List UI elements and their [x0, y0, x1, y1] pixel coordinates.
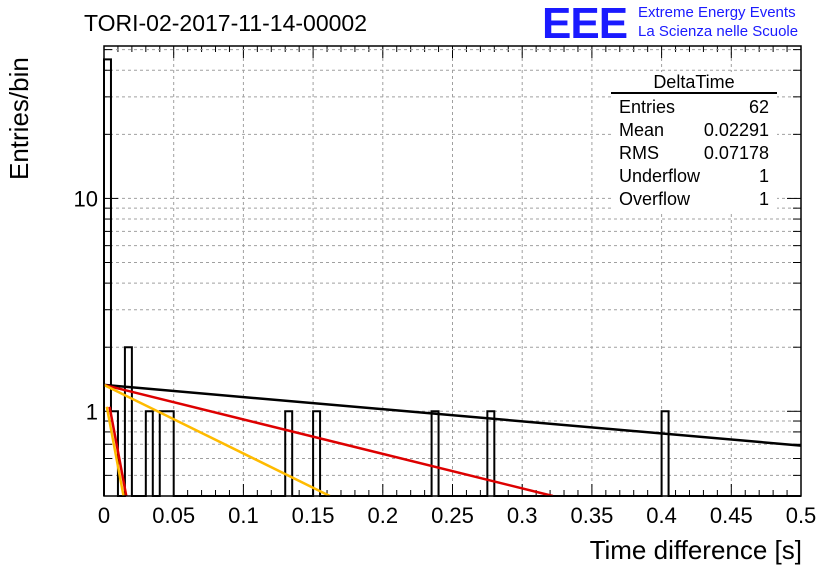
stats-label: Entries: [619, 97, 676, 117]
stats-row-underflow: Underflow 1: [611, 165, 777, 188]
stats-title: DeltaTime: [611, 72, 777, 94]
x-tick-label: 0.4: [646, 503, 677, 528]
fit-line: [108, 406, 128, 496]
stats-row-mean: Mean 0.02291: [611, 119, 777, 142]
histogram-bin: [146, 411, 153, 496]
plot-title: TORI-02-2017-11-14-00002: [84, 10, 367, 36]
x-tick-label: 0.1: [228, 503, 259, 528]
histogram-bin: [285, 411, 292, 496]
stats-value: 62: [748, 97, 769, 117]
x-tick-label: 0.3: [507, 503, 538, 528]
x-tick-label: 0.35: [570, 503, 613, 528]
fit-line: [104, 383, 554, 496]
stats-label: Overflow: [619, 189, 691, 209]
logo-caption-line1: Extreme Energy Events: [638, 4, 796, 21]
histogram-bin: [167, 411, 174, 496]
stats-value: 1: [758, 189, 769, 209]
stats-row-rms: RMS 0.07178: [611, 142, 777, 165]
logo-caption: Extreme Energy Events La Scienza nelle S…: [638, 3, 798, 41]
histogram-bin: [432, 411, 439, 496]
x-tick-label: 0.5: [786, 503, 817, 528]
histogram-bin: [662, 411, 669, 496]
stats-label: RMS: [619, 143, 659, 163]
x-tick-label: 0.45: [710, 503, 753, 528]
stats-label: Underflow: [619, 166, 701, 186]
logo-caption-line2: La Scienza nelle Scuole: [638, 23, 799, 40]
x-tick-label: 0.05: [152, 503, 195, 528]
y-tick-label: 1: [86, 399, 98, 424]
fit-line: [104, 383, 331, 496]
x-tick-label: 0: [98, 503, 110, 528]
histogram-bin: [160, 411, 167, 496]
stats-row-entries: Entries 62: [611, 96, 777, 119]
fit-line: [105, 406, 125, 496]
fit-line: [104, 383, 801, 447]
x-axis-label: Time difference [s]: [589, 535, 802, 565]
eee-logo: EEE: [542, 0, 628, 48]
y-tick-label: 10: [74, 186, 98, 211]
stats-value: 0.02291: [703, 120, 769, 140]
x-tick-label: 0.15: [292, 503, 335, 528]
plot-frame: [103, 45, 802, 497]
stats-value: 0.07178: [703, 143, 769, 163]
y-axis-label: Entries/bin: [4, 57, 34, 180]
stats-box: DeltaTime Entries 62 Mean 0.02291 RMS 0.…: [611, 72, 777, 214]
histogram-bin: [104, 59, 111, 496]
stats-row-overflow: Overflow 1: [611, 188, 777, 211]
histogram-bin: [487, 411, 494, 496]
stats-label: Mean: [619, 120, 665, 140]
histogram-bin: [125, 347, 132, 496]
x-tick-label: 0.2: [368, 503, 399, 528]
stats-value: 1: [758, 166, 769, 186]
histogram-bin: [313, 411, 320, 496]
x-tick-label: 0.25: [431, 503, 474, 528]
